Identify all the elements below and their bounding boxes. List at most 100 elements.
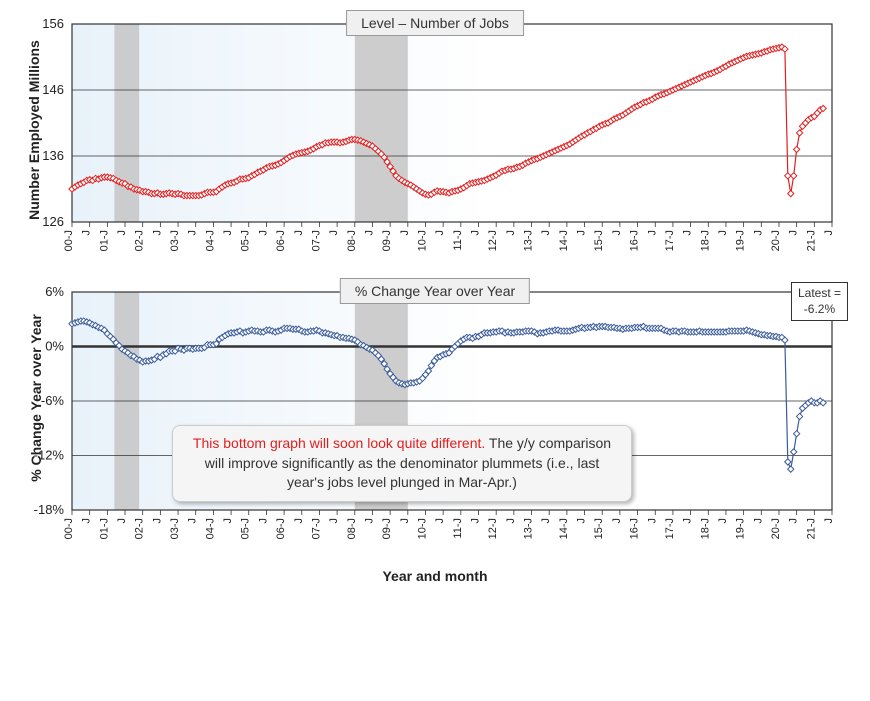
svg-text:J: J xyxy=(752,518,764,524)
chart-title-2: % Change Year over Year xyxy=(340,278,530,304)
svg-text:J: J xyxy=(293,230,305,236)
x-axis-label: Year and month xyxy=(12,568,858,584)
svg-text:J: J xyxy=(611,230,623,236)
svg-text:-6%: -6% xyxy=(41,393,65,408)
svg-text:J: J xyxy=(646,230,658,236)
svg-text:03-J: 03-J xyxy=(169,230,181,251)
svg-text:21-J: 21-J xyxy=(805,230,817,251)
svg-text:156: 156 xyxy=(42,16,64,31)
svg-text:21-J: 21-J xyxy=(805,518,817,539)
svg-text:11-J: 11-J xyxy=(452,518,464,539)
svg-text:126: 126 xyxy=(42,214,64,229)
y-axis-label-1: Number Employed Millions xyxy=(26,40,42,220)
svg-text:J: J xyxy=(682,230,694,236)
svg-text:18-J: 18-J xyxy=(699,230,711,251)
svg-text:J: J xyxy=(116,230,128,236)
svg-text:J: J xyxy=(788,230,800,236)
svg-text:0%: 0% xyxy=(45,339,64,354)
svg-text:J: J xyxy=(752,230,764,236)
svg-text:09-J: 09-J xyxy=(381,518,393,539)
svg-text:J: J xyxy=(717,230,729,236)
svg-text:146: 146 xyxy=(42,82,64,97)
chart-svg-2: -18%-12%-6%0%6%00-JJ01-JJ02-JJ03-JJ04-JJ… xyxy=(12,280,842,550)
svg-text:J: J xyxy=(257,518,269,524)
y-axis-label-2: % Change Year over Year xyxy=(28,314,44,482)
svg-text:6%: 6% xyxy=(45,284,64,299)
chart-yoy-change: % Change Year over Year % Change Year ov… xyxy=(12,280,858,550)
svg-text:J: J xyxy=(470,230,482,236)
svg-text:J: J xyxy=(151,518,163,524)
svg-text:08-J: 08-J xyxy=(346,518,358,539)
svg-text:J: J xyxy=(823,230,835,236)
svg-text:05-J: 05-J xyxy=(240,230,252,251)
svg-text:14-J: 14-J xyxy=(558,518,570,539)
svg-text:15-J: 15-J xyxy=(593,230,605,251)
svg-text:J: J xyxy=(328,518,340,524)
svg-text:07-J: 07-J xyxy=(310,230,322,251)
latest-value: -6.2% xyxy=(804,302,835,316)
svg-text:06-J: 06-J xyxy=(275,518,287,539)
svg-text:J: J xyxy=(434,518,446,524)
chart-svg-1: 126 136 146 156 00-J J 01-J J 02-J J 03-J J 04-J J 05-… xyxy=(12,12,842,262)
svg-text:13-J: 13-J xyxy=(523,518,535,539)
svg-text:J: J xyxy=(576,230,588,236)
chart-level-jobs: Number Employed Millions Level – Number … xyxy=(12,12,858,262)
svg-text:J: J xyxy=(823,518,835,524)
svg-text:06-J: 06-J xyxy=(275,230,287,251)
svg-text:12-J: 12-J xyxy=(487,518,499,539)
svg-text:17-J: 17-J xyxy=(664,518,676,539)
svg-text:J: J xyxy=(505,230,517,236)
svg-text:J: J xyxy=(116,518,128,524)
svg-text:10-J: 10-J xyxy=(416,518,428,539)
svg-text:02-J: 02-J xyxy=(134,230,146,251)
svg-text:J: J xyxy=(682,518,694,524)
svg-text:J: J xyxy=(293,518,305,524)
svg-text:J: J xyxy=(187,518,199,524)
latest-value-box: Latest = -6.2% xyxy=(791,282,848,321)
svg-text:19-J: 19-J xyxy=(735,230,747,251)
svg-text:J: J xyxy=(363,230,375,236)
svg-text:04-J: 04-J xyxy=(204,518,216,539)
svg-text:08-J: 08-J xyxy=(346,230,358,251)
svg-text:J: J xyxy=(151,230,163,236)
svg-text:J: J xyxy=(328,230,340,236)
svg-text:01-J: 01-J xyxy=(98,230,110,251)
svg-text:00-J: 00-J xyxy=(63,230,75,251)
svg-text:11-J: 11-J xyxy=(452,230,464,251)
svg-text:19-J: 19-J xyxy=(735,518,747,539)
svg-text:01-J: 01-J xyxy=(98,518,110,539)
svg-text:07-J: 07-J xyxy=(310,518,322,539)
svg-text:J: J xyxy=(576,518,588,524)
svg-text:J: J xyxy=(81,518,93,524)
svg-text:J: J xyxy=(363,518,375,524)
svg-text:03-J: 03-J xyxy=(169,518,181,539)
svg-text:14-J: 14-J xyxy=(558,230,570,251)
svg-text:20-J: 20-J xyxy=(770,518,782,539)
svg-text:04-J: 04-J xyxy=(204,230,216,251)
svg-text:-18%: -18% xyxy=(34,502,65,517)
svg-text:J: J xyxy=(81,230,93,236)
svg-text:J: J xyxy=(611,518,623,524)
svg-text:J: J xyxy=(399,518,411,524)
svg-text:20-J: 20-J xyxy=(770,230,782,251)
svg-text:10-J: 10-J xyxy=(416,230,428,251)
svg-text:05-J: 05-J xyxy=(240,518,252,539)
svg-text:J: J xyxy=(540,518,552,524)
svg-text:00-J: 00-J xyxy=(63,518,75,539)
svg-text:J: J xyxy=(470,518,482,524)
svg-text:J: J xyxy=(222,230,234,236)
svg-text:J: J xyxy=(222,518,234,524)
svg-text:J: J xyxy=(399,230,411,236)
svg-text:17-J: 17-J xyxy=(664,230,676,251)
latest-label: Latest = xyxy=(798,286,841,300)
svg-text:02-J: 02-J xyxy=(134,518,146,539)
svg-text:136: 136 xyxy=(42,148,64,163)
annotation-note: This bottom graph will soon look quite d… xyxy=(172,425,632,502)
svg-text:J: J xyxy=(646,518,658,524)
svg-text:J: J xyxy=(257,230,269,236)
svg-text:J: J xyxy=(505,518,517,524)
svg-text:J: J xyxy=(434,230,446,236)
svg-text:J: J xyxy=(788,518,800,524)
svg-text:09-J: 09-J xyxy=(381,230,393,251)
svg-text:J: J xyxy=(540,230,552,236)
